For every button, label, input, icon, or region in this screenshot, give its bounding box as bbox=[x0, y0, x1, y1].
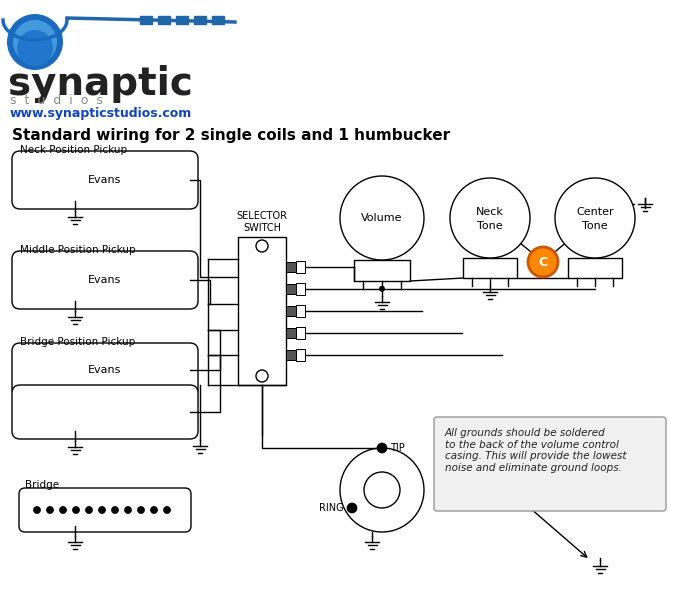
Bar bbox=[296, 283, 305, 295]
Text: TIP: TIP bbox=[390, 443, 405, 453]
Bar bbox=[286, 328, 296, 338]
Circle shape bbox=[450, 178, 530, 258]
Bar bbox=[296, 327, 305, 339]
Circle shape bbox=[125, 506, 131, 514]
Bar bbox=[158, 16, 170, 24]
Circle shape bbox=[364, 472, 400, 508]
FancyBboxPatch shape bbox=[12, 151, 198, 209]
Circle shape bbox=[72, 506, 80, 514]
Circle shape bbox=[340, 176, 424, 260]
Bar bbox=[296, 260, 305, 272]
Circle shape bbox=[13, 20, 57, 64]
Circle shape bbox=[163, 506, 170, 514]
Circle shape bbox=[256, 370, 268, 382]
Text: synaptic: synaptic bbox=[8, 65, 193, 103]
Text: Center: Center bbox=[576, 207, 614, 217]
Bar bbox=[286, 262, 296, 272]
Circle shape bbox=[112, 506, 118, 514]
Bar bbox=[296, 305, 305, 317]
Text: SELECTOR
SWITCH: SELECTOR SWITCH bbox=[236, 211, 287, 233]
Text: Volume: Volume bbox=[361, 213, 402, 223]
Circle shape bbox=[99, 506, 106, 514]
FancyBboxPatch shape bbox=[434, 417, 666, 511]
Circle shape bbox=[377, 443, 387, 453]
Text: s  t  u  d  i  o  s: s t u d i o s bbox=[10, 94, 103, 107]
Bar bbox=[194, 16, 206, 24]
Circle shape bbox=[138, 506, 144, 514]
Circle shape bbox=[151, 506, 157, 514]
Bar bbox=[568, 258, 622, 278]
Circle shape bbox=[59, 506, 67, 514]
Text: RING: RING bbox=[319, 503, 344, 513]
Bar bbox=[286, 306, 296, 316]
Circle shape bbox=[33, 506, 40, 514]
Circle shape bbox=[256, 240, 268, 252]
Bar bbox=[463, 258, 517, 278]
FancyBboxPatch shape bbox=[12, 343, 198, 397]
Text: Middle Position Pickup: Middle Position Pickup bbox=[20, 245, 136, 255]
Circle shape bbox=[340, 448, 424, 532]
Circle shape bbox=[17, 30, 53, 66]
Bar bbox=[140, 16, 152, 24]
Text: Tone: Tone bbox=[582, 221, 608, 231]
Text: Evans: Evans bbox=[89, 275, 122, 285]
Text: Standard wiring for 2 single coils and 1 humbucker: Standard wiring for 2 single coils and 1… bbox=[12, 128, 450, 143]
Bar bbox=[296, 349, 305, 361]
Circle shape bbox=[528, 247, 558, 277]
Bar bbox=[353, 260, 411, 281]
Text: Bridge Position Pickup: Bridge Position Pickup bbox=[20, 337, 136, 347]
FancyBboxPatch shape bbox=[19, 488, 191, 532]
Circle shape bbox=[379, 286, 385, 292]
Text: C: C bbox=[539, 256, 548, 269]
FancyBboxPatch shape bbox=[12, 251, 198, 309]
Bar bbox=[176, 16, 188, 24]
FancyBboxPatch shape bbox=[12, 385, 198, 439]
Circle shape bbox=[7, 14, 63, 70]
Text: Neck: Neck bbox=[476, 207, 504, 217]
Text: Evans: Evans bbox=[89, 175, 122, 185]
Text: Tone: Tone bbox=[477, 221, 503, 231]
Text: Neck Position Pickup: Neck Position Pickup bbox=[20, 145, 127, 155]
Bar bbox=[286, 284, 296, 294]
Circle shape bbox=[555, 178, 635, 258]
Bar bbox=[286, 350, 296, 361]
Circle shape bbox=[347, 503, 357, 513]
Bar bbox=[212, 16, 224, 24]
Text: www.synapticstudios.com: www.synapticstudios.com bbox=[10, 107, 192, 120]
Bar bbox=[238, 237, 286, 385]
Circle shape bbox=[46, 506, 54, 514]
Circle shape bbox=[86, 506, 93, 514]
Text: Evans: Evans bbox=[89, 365, 122, 375]
Text: All grounds should be soldered
to the back of the volume control
casing. This wi: All grounds should be soldered to the ba… bbox=[445, 428, 627, 473]
Text: Bridge: Bridge bbox=[25, 480, 59, 490]
